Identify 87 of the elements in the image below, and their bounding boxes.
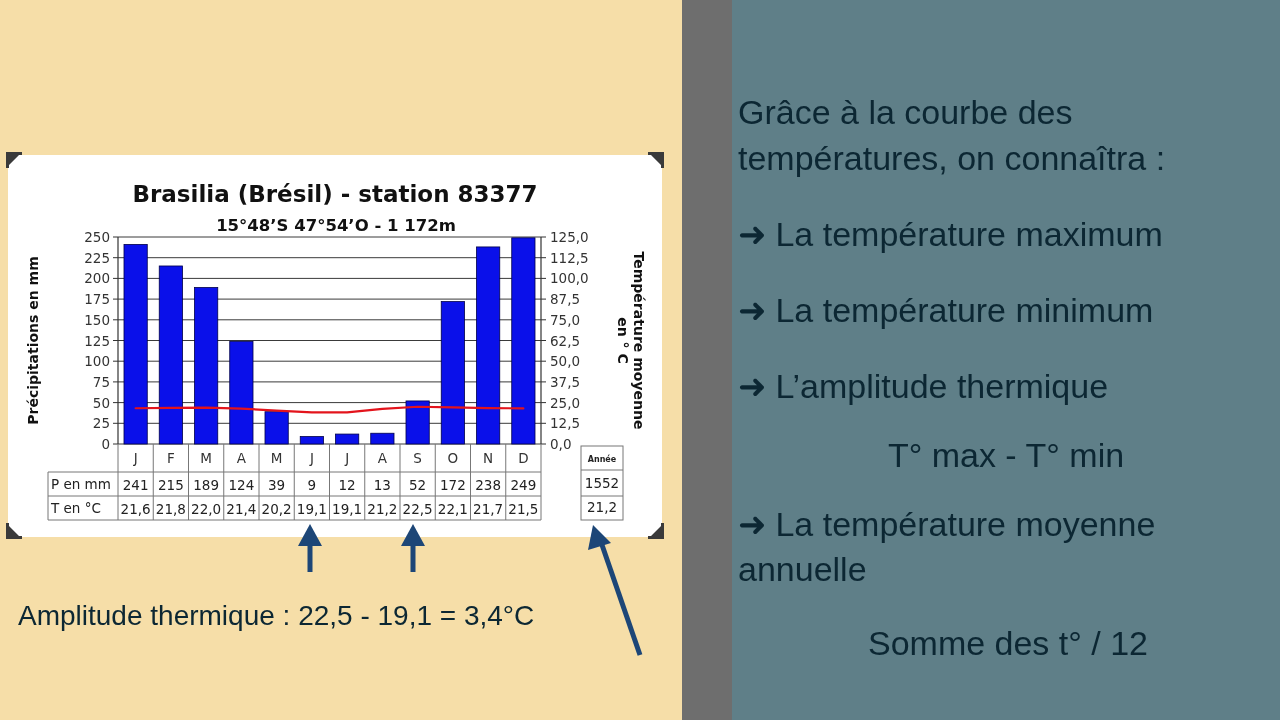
data-label: 21,4 bbox=[226, 500, 257, 517]
data-label: 19,1 bbox=[296, 500, 327, 517]
data-label: 22,0 bbox=[191, 500, 222, 517]
y2-tick-label: 87,5 bbox=[550, 291, 581, 308]
y2-axis-title: Température moyenne en ° C bbox=[615, 251, 647, 430]
text: T° max - T° min bbox=[887, 436, 1125, 474]
x-tick-label: J bbox=[308, 450, 314, 466]
text: ➜ La température minimum bbox=[738, 291, 1154, 329]
x-tick-label: D bbox=[518, 450, 529, 466]
data-label: 39 bbox=[268, 476, 286, 493]
y-tick-label: 150 bbox=[84, 311, 110, 328]
y2-tick-label: 12,5 bbox=[550, 415, 581, 432]
y2-tick-label: 25,0 bbox=[550, 394, 581, 411]
text: P en mm bbox=[51, 476, 111, 492]
y-axis-title: Précipitations en mm bbox=[25, 256, 41, 425]
y-tick-label: 175 bbox=[84, 291, 110, 308]
data-label: 22,5 bbox=[402, 500, 433, 517]
y-tick-label: 50 bbox=[92, 394, 110, 411]
text: Grâce à la courbe des températures, on connaîtra : bbox=[738, 93, 1166, 177]
y-tick-label: 125 bbox=[84, 332, 110, 349]
data-label: 20,2 bbox=[261, 500, 292, 517]
y2-tick-label: 75,0 bbox=[550, 311, 581, 328]
text: Amplitude thermique : 22,5 - 19,1 = 3,4°C bbox=[18, 600, 535, 631]
x-tick-label: F bbox=[166, 450, 175, 466]
data-label: 13 bbox=[373, 476, 391, 493]
bar bbox=[335, 433, 360, 445]
text: ➜ La température moyenne annuelle bbox=[738, 505, 1156, 588]
x-tick-label: N bbox=[483, 450, 494, 466]
text: T en °C bbox=[50, 500, 101, 516]
text: Année bbox=[587, 454, 617, 464]
y-tick-label: 200 bbox=[84, 270, 110, 287]
bar bbox=[194, 287, 219, 445]
y2-tick-label: 62,5 bbox=[550, 332, 581, 349]
text: ➜ La température maximum bbox=[738, 215, 1163, 253]
data-label: 12 bbox=[338, 476, 356, 493]
text: Somme des t° / 12 bbox=[867, 624, 1149, 662]
x-tick-label: S bbox=[413, 450, 422, 466]
bar bbox=[405, 400, 430, 445]
y-tick-label: 25 bbox=[92, 415, 110, 432]
data-label: 21,6 bbox=[120, 500, 151, 517]
y2-tick-label: 0,0 bbox=[550, 436, 572, 452]
x-tick-label: J bbox=[344, 450, 350, 466]
y-tick-label: 0 bbox=[101, 436, 110, 452]
data-label: 21,7 bbox=[473, 500, 504, 517]
bar bbox=[440, 301, 465, 445]
x-tick-label: M bbox=[270, 450, 283, 466]
bar bbox=[158, 265, 183, 445]
x-tick-label: O bbox=[447, 450, 459, 466]
data-label: 124 bbox=[228, 476, 255, 493]
bar bbox=[123, 244, 148, 445]
y2-tick-label: 37,5 bbox=[550, 373, 581, 390]
y2-tick-label: 100,0 bbox=[550, 270, 589, 287]
data-label: 215 bbox=[157, 476, 184, 493]
data-label: 21,2 bbox=[367, 500, 398, 517]
bar bbox=[511, 237, 536, 445]
x-tick-label: M bbox=[200, 450, 212, 466]
y-tick-label: 250 bbox=[84, 229, 110, 245]
bar bbox=[476, 246, 501, 445]
text: 21,2 bbox=[586, 499, 618, 515]
data-label: 172 bbox=[439, 476, 466, 493]
bar bbox=[370, 432, 395, 445]
chart-title: Brasilia (Brésil) - station 83377 bbox=[132, 181, 538, 207]
x-tick-label: A bbox=[377, 450, 388, 466]
data-label: 189 bbox=[193, 476, 220, 493]
y2-tick-label: 50,0 bbox=[550, 353, 581, 370]
y-tick-label: 100 bbox=[84, 353, 110, 370]
data-label: 22,1 bbox=[437, 500, 468, 517]
data-label: 249 bbox=[510, 476, 537, 493]
bar bbox=[264, 411, 289, 445]
text: ➜ L’amplitude thermique bbox=[738, 367, 1109, 405]
y2-tick-label: 125,0 bbox=[550, 229, 589, 245]
data-label: 241 bbox=[122, 476, 149, 493]
bar bbox=[299, 436, 324, 445]
bar bbox=[229, 340, 254, 445]
chart-subtitle: 15°48’S 47°54’O - 1 172m bbox=[216, 216, 456, 235]
data-label: 9 bbox=[307, 476, 317, 493]
y-tick-label: 75 bbox=[92, 373, 110, 390]
y-tick-label: 225 bbox=[84, 249, 110, 266]
data-label: 19,1 bbox=[332, 500, 363, 517]
data-label: 21,8 bbox=[155, 500, 186, 517]
data-label: 21,5 bbox=[508, 500, 539, 517]
text: 1552 bbox=[584, 475, 620, 491]
data-label: 52 bbox=[409, 476, 427, 493]
x-tick-label: J bbox=[132, 450, 138, 466]
y2-tick-label: 112,5 bbox=[550, 249, 589, 266]
data-label: 238 bbox=[475, 476, 502, 493]
x-tick-label: A bbox=[236, 450, 247, 466]
